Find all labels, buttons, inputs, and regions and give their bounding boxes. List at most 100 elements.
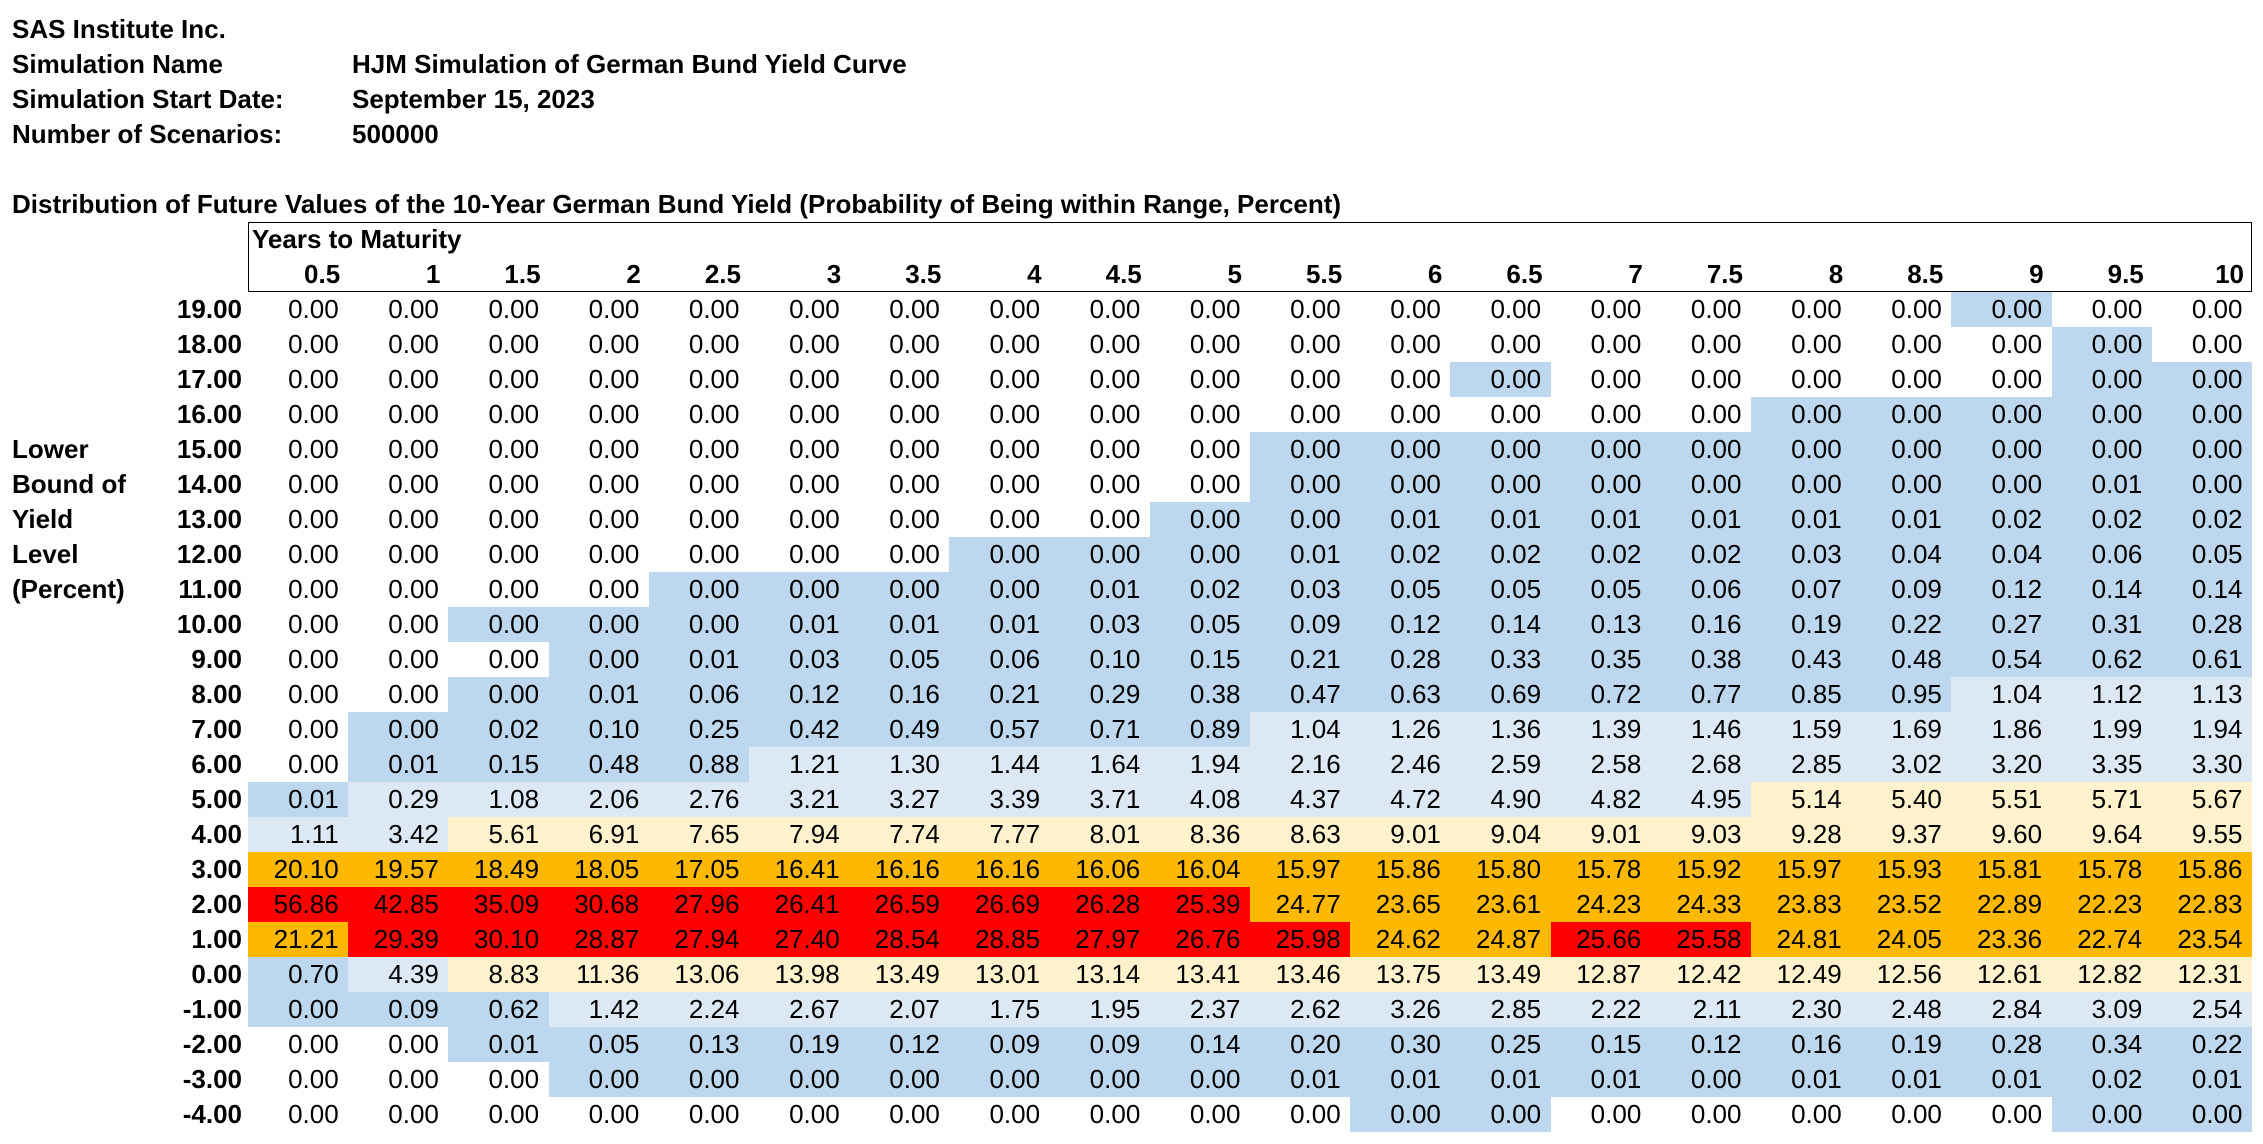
table-cell: 0.00: [548, 537, 650, 572]
table-cell: 0.57: [949, 712, 1051, 747]
table-cell: 0.02: [2051, 502, 2153, 537]
table-cell: 0.00: [448, 1097, 550, 1132]
table-title: Distribution of Future Values of the 10-…: [12, 189, 1342, 219]
row-header: 1.00: [191, 924, 242, 954]
table-cell: 0.01: [448, 1027, 550, 1062]
table-cell: 6.91: [548, 817, 650, 852]
table-cell: 0.00: [348, 432, 449, 467]
table-cell: 0.00: [1450, 1097, 1552, 1132]
table-cell: 30.10: [448, 922, 550, 957]
table-cell: 3.20: [1951, 747, 2053, 782]
table-cell: 0.00: [1751, 292, 1852, 327]
table-cell: 0.09: [1250, 607, 1351, 642]
table-cell: 0.62: [2051, 642, 2153, 677]
table-cell: 0.03: [1250, 572, 1351, 607]
table-cell: 0.00: [1149, 292, 1251, 327]
table-cell: 0.01: [1250, 537, 1351, 572]
row-axis-label-line: Bound of: [12, 469, 127, 499]
table-cell: 0.00: [1951, 362, 2053, 397]
column-header: 7.5: [1706, 259, 1743, 289]
table-cell: 0.00: [2151, 327, 2253, 362]
table-cell: 0.00: [1250, 327, 1351, 362]
table-cell: 0.00: [348, 502, 449, 537]
row-header: 2.00: [191, 889, 242, 919]
table-cell: 0.00: [1350, 1097, 1451, 1132]
table-cell: 0.00: [849, 327, 950, 362]
table-cell: 0.00: [749, 397, 850, 432]
row-header: 16.00: [176, 399, 242, 429]
column-header: 4.5: [1105, 259, 1142, 289]
table-cell: 0.00: [849, 537, 950, 572]
table-cell: 0.16: [1650, 607, 1752, 642]
table-cell: 15.93: [1851, 852, 1952, 887]
table-cell: 13.01: [949, 957, 1051, 992]
scenarios-value: 500000: [352, 119, 439, 149]
table-cell: 0.01: [1650, 502, 1752, 537]
table-cell: 0.00: [949, 362, 1051, 397]
table-cell: 0.19: [1851, 1027, 1952, 1062]
table-cell: 0.00: [1250, 292, 1351, 327]
table-cell: 0.00: [1049, 362, 1151, 397]
table-cell: 7.74: [849, 817, 950, 852]
table-cell: 2.46: [1350, 747, 1451, 782]
table-cell: 1.75: [949, 992, 1051, 1027]
table-cell: 0.00: [1149, 1097, 1251, 1132]
table-cell: 0.07: [1751, 572, 1852, 607]
table-cell: 15.86: [2151, 852, 2253, 887]
table-cell: 0.00: [248, 292, 349, 327]
table-cell: 0.00: [1149, 327, 1251, 362]
table-cell: 0.00: [749, 362, 850, 397]
table-cell: 0.00: [1751, 362, 1852, 397]
table-cell: 1.12: [2051, 677, 2153, 712]
table-cell: 0.04: [1851, 537, 1952, 572]
table-cell: 0.01: [1049, 572, 1151, 607]
table-cell: 0.00: [1951, 327, 2053, 362]
table-cell: 0.30: [1350, 1027, 1451, 1062]
table-cell: 26.59: [849, 887, 950, 922]
table-cell: 0.00: [2151, 362, 2253, 397]
table-cell: 24.87: [1450, 922, 1552, 957]
table-cell: 1.21: [749, 747, 850, 782]
table-cell: 0.00: [548, 1097, 650, 1132]
table-cell: 0.19: [1751, 607, 1852, 642]
table-cell: 0.00: [1751, 467, 1852, 502]
table-cell: 0.00: [548, 502, 650, 537]
table-cell: 0.22: [2151, 1027, 2253, 1062]
row-axis-label-line: Yield: [12, 504, 74, 534]
table-cell: 0.00: [248, 1027, 349, 1062]
table-cell: 4.72: [1350, 782, 1451, 817]
row-header: 10.00: [176, 609, 242, 639]
table-cell: 0.00: [1650, 1097, 1752, 1132]
table-cell: 0.00: [1350, 292, 1451, 327]
table-cell: 0.00: [849, 1097, 950, 1132]
table-cell: 0.01: [1851, 502, 1952, 537]
table-cell: 12.31: [2151, 957, 2253, 992]
table-cell: 0.00: [1450, 292, 1552, 327]
table-cell: 0.00: [1851, 327, 1952, 362]
row-header: 17.00: [176, 364, 242, 394]
table-cell: 0.00: [448, 642, 550, 677]
table-cell: 3.42: [348, 817, 449, 852]
table-cell: 18.49: [448, 852, 550, 887]
row-header: 0.00: [191, 959, 242, 989]
table-cell: 0.28: [1951, 1027, 2053, 1062]
table-cell: 0.01: [1350, 502, 1451, 537]
table-cell: 1.26: [1350, 712, 1451, 747]
table-cell: 0.00: [648, 327, 750, 362]
table-cell: 15.97: [1751, 852, 1852, 887]
table-cell: 0.03: [1049, 607, 1151, 642]
table-cell: 0.00: [448, 397, 550, 432]
table-cell: 1.95: [1049, 992, 1151, 1027]
table-cell: 25.58: [1650, 922, 1752, 957]
table-cell: 7.65: [648, 817, 750, 852]
table-cell: 0.01: [1450, 502, 1552, 537]
table-cell: 2.68: [1650, 747, 1752, 782]
table-cell: 0.00: [248, 712, 349, 747]
table-cell: 29.39: [348, 922, 449, 957]
table-cell: 0.19: [749, 1027, 850, 1062]
table-cell: 0.00: [348, 712, 449, 747]
table-cell: 2.58: [1550, 747, 1652, 782]
table-cell: 0.00: [448, 502, 550, 537]
table-cell: 27.40: [749, 922, 850, 957]
table-cell: 0.01: [1350, 1062, 1451, 1097]
